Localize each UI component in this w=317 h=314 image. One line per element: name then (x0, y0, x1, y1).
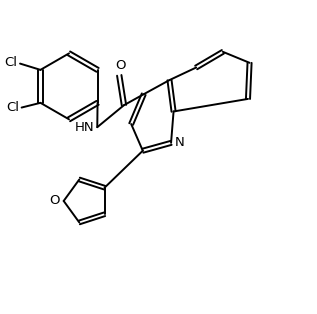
Text: HN: HN (74, 121, 94, 134)
Text: O: O (49, 194, 60, 208)
Text: Cl: Cl (6, 101, 19, 114)
Text: N: N (175, 136, 184, 149)
Text: O: O (116, 59, 126, 72)
Text: Cl: Cl (4, 57, 17, 69)
